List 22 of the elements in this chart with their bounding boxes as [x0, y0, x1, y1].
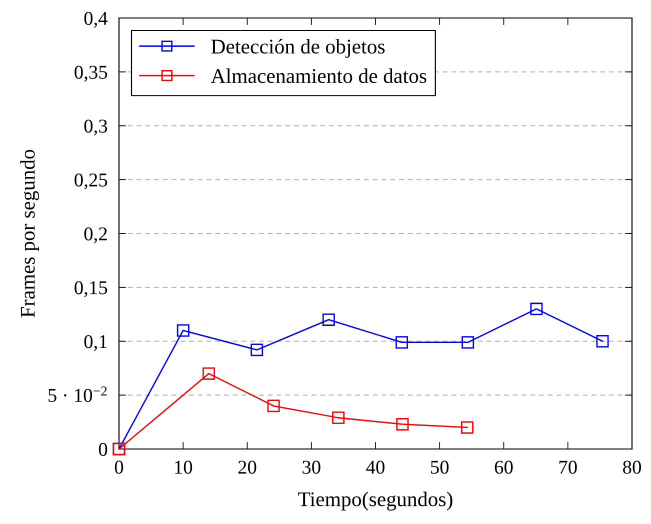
y-tick-label: 0,3 — [84, 120, 108, 136]
x-tick-label: 60 — [494, 460, 513, 474]
y-tick-label: 0,2 — [84, 227, 107, 244]
y-tick-label: 0,1 — [84, 335, 107, 351]
legend-label: Almacenamiento de datos — [210, 68, 426, 84]
y-tick-label: 0,35 — [74, 66, 108, 82]
y-tick-label: 0,15 — [74, 281, 108, 298]
x-tick-label: 50 — [431, 460, 449, 474]
x-tick-label: 20 — [238, 460, 256, 474]
y-tick-label: 0,25 — [74, 173, 108, 190]
x-axis-title: Tiempo(segundos) — [298, 492, 452, 511]
x-tick-label: 10 — [175, 460, 192, 474]
x-tick-label: 80 — [623, 460, 641, 474]
y-axis-title: Frames por segundo — [20, 150, 40, 318]
x-tick-label: 70 — [559, 460, 577, 474]
legend-label: Detección de objetos — [211, 38, 385, 58]
y-tick-label: 0,4 — [84, 12, 108, 28]
x-tick-label: 40 — [366, 460, 384, 474]
y-tick-label: 5 · 10$^{−2}$ — [48, 386, 107, 402]
x-tick-label: 0 — [114, 460, 124, 474]
x-tick-label: 30 — [302, 460, 320, 474]
y-tick-label: 0 — [98, 442, 108, 456]
